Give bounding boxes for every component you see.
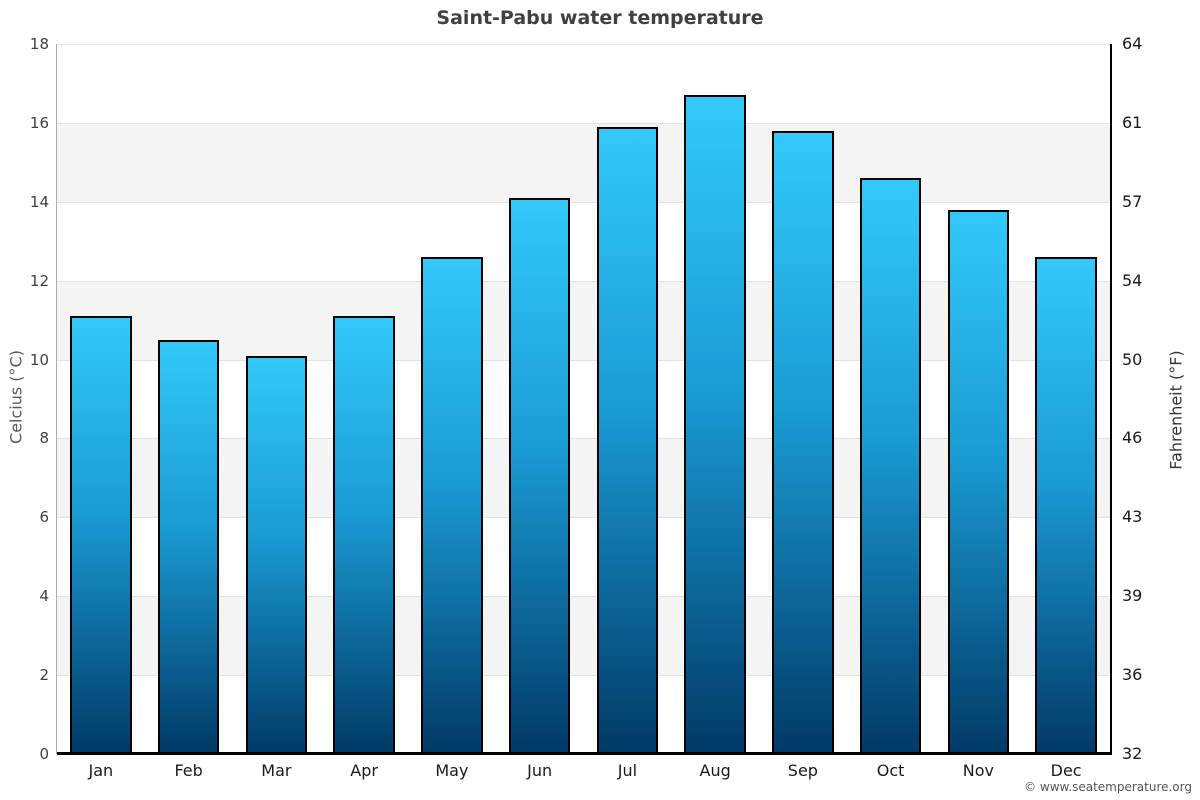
x-tick-label: Aug — [699, 761, 731, 780]
x-tick-label: Jan — [88, 761, 114, 780]
plot-area — [57, 44, 1110, 754]
bar-mar — [245, 355, 308, 754]
x-tick-label: Oct — [876, 761, 905, 780]
gridline — [57, 44, 1110, 45]
y-tick-label-left: 6 — [39, 508, 49, 527]
x-tick-label: Sep — [787, 761, 818, 780]
y-tick-label-right: 50 — [1122, 349, 1143, 369]
y-tick-label-right: 54 — [1122, 270, 1143, 290]
y-tick-label-left: 4 — [39, 587, 49, 606]
x-tick-label: Mar — [261, 761, 292, 780]
y-tick-label-right: 32 — [1122, 744, 1143, 763]
x-axis-line — [57, 752, 1112, 755]
bar-jul — [596, 126, 659, 754]
grid-band — [57, 280, 1110, 360]
y-tick-label-right: 46 — [1122, 428, 1143, 448]
gridline — [57, 122, 1110, 124]
y-tick-label-left: 18 — [29, 35, 49, 53]
x-tick-label: Feb — [174, 761, 203, 780]
y-axis-right-line — [1110, 44, 1112, 755]
x-tick-label: Nov — [962, 761, 994, 780]
bar-feb — [157, 339, 220, 754]
gridline — [57, 675, 1110, 677]
y-tick-label-left: 2 — [39, 666, 49, 685]
bar-jun — [508, 197, 571, 754]
y-tick-label-left: 8 — [39, 429, 49, 448]
gridline — [57, 280, 1110, 282]
bar-aug — [684, 95, 746, 754]
grid-band — [57, 122, 1110, 202]
x-tick-label: Apr — [350, 761, 378, 780]
copyright-credit: © www.seatemperature.org — [1024, 780, 1192, 794]
y-tick-label-left: 10 — [29, 350, 49, 369]
y-tick-label-right: 61 — [1122, 112, 1143, 132]
y-tick-label-right: 57 — [1122, 191, 1143, 211]
y-tick-label-right: 43 — [1122, 507, 1143, 527]
y-tick-label-left: 0 — [39, 745, 49, 763]
grid-band — [57, 596, 1110, 676]
bar-jan — [70, 316, 132, 754]
bar-apr — [333, 316, 395, 754]
x-tick-label: Dec — [1050, 761, 1082, 780]
gridline — [57, 596, 1110, 598]
x-tick-label: Jul — [617, 761, 638, 780]
y-axis-left-line — [56, 44, 57, 754]
bar-sep — [772, 130, 834, 754]
x-tick-label: May — [435, 761, 469, 780]
x-tick-label: Jun — [527, 761, 553, 780]
bar-dec — [1035, 257, 1097, 754]
bar-nov — [947, 209, 1010, 754]
chart-title: Saint-Pabu water temperature — [436, 7, 764, 29]
y-tick-label-left: 12 — [29, 271, 49, 290]
bar-oct — [859, 178, 922, 754]
y-tick-label-left: 16 — [29, 113, 49, 132]
y-tick-label-right: 36 — [1122, 665, 1143, 685]
gridline — [57, 201, 1110, 203]
y-tick-label-left: 14 — [29, 192, 49, 211]
y-tick-label-right: 64 — [1122, 34, 1143, 53]
gridline — [57, 438, 1110, 440]
grid-band — [57, 438, 1110, 518]
y-tick-label-right: 39 — [1122, 586, 1143, 606]
bar-may — [421, 257, 483, 754]
gridline — [57, 359, 1110, 361]
gridline — [57, 517, 1110, 519]
